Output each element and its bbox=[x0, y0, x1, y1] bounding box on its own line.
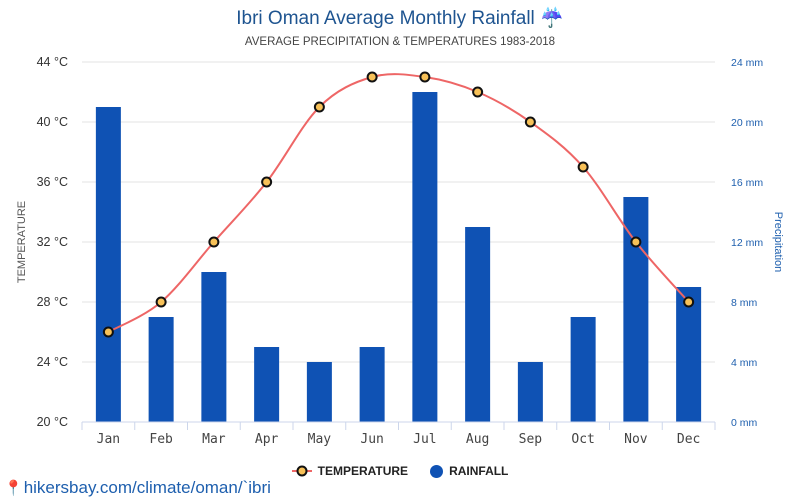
chart-title-text: Ibri Oman Average Monthly Rainfall bbox=[236, 8, 535, 29]
rainfall-bar-mar[interactable] bbox=[201, 272, 227, 422]
rainfall-bar-dec[interactable] bbox=[676, 287, 702, 422]
y-tick-left: 32 °C bbox=[37, 235, 68, 249]
x-tick-label: Jan bbox=[97, 432, 120, 447]
rainfall-bar-aug[interactable] bbox=[465, 227, 491, 422]
map-pin-icon: 📍 bbox=[4, 480, 23, 497]
chart-subtitle: AVERAGE PRECIPITATION & TEMPERATURES 198… bbox=[244, 36, 556, 48]
legend-item-temperature[interactable]: TEMPERATURE bbox=[291, 464, 409, 478]
temperature-legend-icon bbox=[291, 465, 312, 477]
temperature-point-oct[interactable] bbox=[577, 161, 589, 173]
x-tick-label: Dec bbox=[677, 432, 700, 447]
temperature-point-mar[interactable] bbox=[208, 236, 220, 248]
y-tick-left: 44 °C bbox=[37, 55, 68, 69]
rainfall-bar-oct[interactable] bbox=[570, 317, 596, 422]
legend-label-rainfall: RAINFALL bbox=[449, 464, 509, 478]
rainfall-bar-jan[interactable] bbox=[95, 107, 121, 422]
gridlines bbox=[82, 61, 715, 423]
rainfall-bar-jul[interactable] bbox=[412, 92, 438, 422]
rainfall-bar-jun[interactable] bbox=[359, 347, 385, 422]
temperature-point-may[interactable] bbox=[313, 101, 325, 113]
legend-label-temperature: TEMPERATURE bbox=[317, 464, 409, 478]
legend-item-rainfall[interactable]: RAINFALL bbox=[430, 464, 508, 478]
x-tick-label: Feb bbox=[149, 432, 173, 447]
x-tick-label: Oct bbox=[571, 432, 594, 447]
temperature-point-jul[interactable] bbox=[419, 71, 431, 83]
x-tick-label: Nov bbox=[624, 432, 648, 447]
y-tick-right: 4 mm bbox=[731, 357, 758, 369]
y-tick-right: 20 mm bbox=[731, 117, 763, 129]
y-tick-right: 16 mm bbox=[731, 177, 763, 189]
source-link[interactable]: 📍 hikersbay.com/climate/oman/`ibri bbox=[4, 478, 271, 498]
x-tick-label: Jun bbox=[360, 432, 383, 447]
x-tick-label: Sep bbox=[519, 432, 543, 447]
legend: TEMPERATURE RAINFALL bbox=[0, 464, 800, 478]
y-tick-right: 0 mm bbox=[731, 417, 758, 429]
y-tick-right: 12 mm bbox=[731, 237, 763, 249]
temperature-markers bbox=[102, 71, 695, 338]
temperature-point-jun[interactable] bbox=[366, 71, 378, 83]
temperature-line bbox=[107, 73, 690, 333]
y-tick-right: 8 mm bbox=[731, 297, 758, 309]
rainfall-bar-sep[interactable] bbox=[517, 362, 543, 422]
rainfall-bar-nov[interactable] bbox=[623, 197, 649, 422]
y-tick-left: 36 °C bbox=[37, 175, 68, 189]
rainfall-bar-apr[interactable] bbox=[254, 347, 280, 422]
x-tick-label: May bbox=[308, 432, 332, 447]
x-tick-label: Aug bbox=[466, 432, 489, 447]
temperature-point-feb[interactable] bbox=[155, 296, 167, 308]
y-tick-left: 40 °C bbox=[37, 115, 68, 129]
chart-title: Ibri Oman Average Monthly Rainfall ☔ bbox=[0, 6, 800, 30]
y-axis-left-label: TEMPERATURE bbox=[16, 201, 28, 283]
y-tick-right: 24 mm bbox=[731, 57, 763, 69]
rainfall-bars bbox=[95, 92, 702, 422]
temperature-point-sep[interactable] bbox=[524, 116, 536, 128]
x-tick-label: Jul bbox=[413, 432, 436, 447]
y-axis-right-label: Precipitation bbox=[772, 212, 784, 273]
chart-plot: 20 °C 24 °C 28 °C 32 °C 36 °C 40 °C 44 °C 0 mm… bbox=[16, 55, 784, 447]
rainfall-bar-may[interactable] bbox=[306, 362, 332, 422]
y-axis-left: 20 °C 24 °C 28 °C 32 °C 36 °C 40 °C 44 °C bbox=[37, 55, 68, 429]
y-axis-right: 0 mm 4 mm 8 mm 12 mm 16 mm 20 mm 24 mm bbox=[731, 57, 763, 429]
rainfall-legend-icon bbox=[430, 464, 444, 478]
x-tick-label: Apr bbox=[255, 432, 279, 447]
y-tick-left: 28 °C bbox=[37, 295, 68, 309]
temperature-point-nov[interactable] bbox=[630, 236, 642, 248]
y-tick-left: 20 °C bbox=[37, 415, 68, 429]
x-axis: Jan Feb Mar Apr May Jun Jul Aug Sep Oct Nov Dec bbox=[81, 421, 716, 447]
temperature-point-apr[interactable] bbox=[261, 176, 273, 188]
umbrella-rain-icon: ☔ bbox=[540, 8, 564, 29]
temperature-point-jan[interactable] bbox=[102, 326, 114, 338]
y-tick-left: 24 °C bbox=[37, 355, 68, 369]
temperature-point-aug[interactable] bbox=[472, 86, 484, 98]
temperature-point-dec[interactable] bbox=[683, 296, 695, 308]
x-tick-label: Mar bbox=[202, 432, 226, 447]
source-link-text[interactable]: hikersbay.com/climate/oman/`ibri bbox=[23, 478, 271, 497]
rainfall-bar-feb[interactable] bbox=[148, 317, 174, 422]
